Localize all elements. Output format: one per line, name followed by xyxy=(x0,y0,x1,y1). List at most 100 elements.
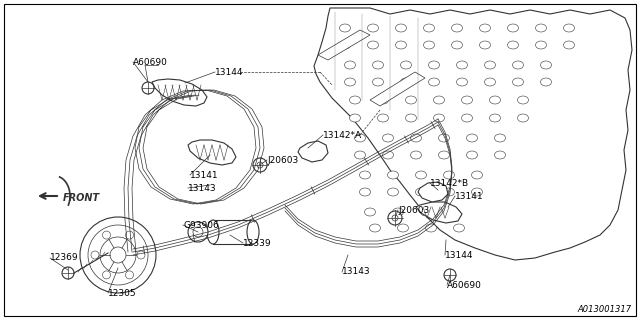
Ellipse shape xyxy=(461,114,472,122)
Bar xyxy=(213,220,253,244)
Ellipse shape xyxy=(513,78,524,86)
Text: 12339: 12339 xyxy=(243,238,271,247)
Ellipse shape xyxy=(433,96,445,104)
Text: 13142*B: 13142*B xyxy=(430,179,469,188)
Ellipse shape xyxy=(461,96,472,104)
Ellipse shape xyxy=(367,24,378,32)
Circle shape xyxy=(102,271,111,279)
Ellipse shape xyxy=(410,151,422,159)
Ellipse shape xyxy=(508,24,518,32)
Ellipse shape xyxy=(415,188,426,196)
Ellipse shape xyxy=(415,171,426,179)
Circle shape xyxy=(142,82,154,94)
Ellipse shape xyxy=(454,224,465,232)
Circle shape xyxy=(100,237,136,273)
Ellipse shape xyxy=(367,41,378,49)
Ellipse shape xyxy=(339,41,351,49)
Ellipse shape xyxy=(472,188,483,196)
Text: A013001317: A013001317 xyxy=(578,305,632,314)
Ellipse shape xyxy=(536,24,547,32)
Polygon shape xyxy=(318,30,370,60)
Text: 13143: 13143 xyxy=(188,183,216,193)
Ellipse shape xyxy=(387,171,399,179)
Ellipse shape xyxy=(349,114,360,122)
Ellipse shape xyxy=(344,78,355,86)
Circle shape xyxy=(193,227,203,237)
Polygon shape xyxy=(314,8,632,260)
Ellipse shape xyxy=(467,134,477,142)
Ellipse shape xyxy=(378,96,388,104)
Text: 13144: 13144 xyxy=(445,251,474,260)
Text: G93906: G93906 xyxy=(183,220,219,229)
Circle shape xyxy=(125,271,134,279)
Ellipse shape xyxy=(508,41,518,49)
Circle shape xyxy=(102,231,111,239)
Polygon shape xyxy=(188,140,236,165)
Ellipse shape xyxy=(349,96,360,104)
Ellipse shape xyxy=(365,208,376,216)
Ellipse shape xyxy=(518,96,529,104)
Circle shape xyxy=(91,251,99,259)
Ellipse shape xyxy=(369,224,381,232)
Ellipse shape xyxy=(372,61,383,69)
Circle shape xyxy=(388,211,402,225)
Ellipse shape xyxy=(438,151,449,159)
Ellipse shape xyxy=(401,78,412,86)
Ellipse shape xyxy=(536,41,547,49)
Ellipse shape xyxy=(495,134,506,142)
Ellipse shape xyxy=(355,134,365,142)
Ellipse shape xyxy=(424,24,435,32)
Text: 13144: 13144 xyxy=(215,68,243,76)
Ellipse shape xyxy=(467,151,477,159)
Ellipse shape xyxy=(472,171,483,179)
Text: 12369: 12369 xyxy=(50,253,79,262)
Ellipse shape xyxy=(484,61,495,69)
Ellipse shape xyxy=(383,151,394,159)
Polygon shape xyxy=(418,182,448,202)
Ellipse shape xyxy=(541,61,552,69)
Ellipse shape xyxy=(406,114,417,122)
Ellipse shape xyxy=(563,41,575,49)
Ellipse shape xyxy=(429,61,440,69)
Ellipse shape xyxy=(424,41,435,49)
Ellipse shape xyxy=(392,208,403,216)
Circle shape xyxy=(62,267,74,279)
Circle shape xyxy=(444,269,456,281)
Ellipse shape xyxy=(444,171,454,179)
Ellipse shape xyxy=(372,78,383,86)
Ellipse shape xyxy=(344,61,355,69)
Ellipse shape xyxy=(247,220,259,244)
Circle shape xyxy=(110,247,126,263)
Ellipse shape xyxy=(401,61,412,69)
Ellipse shape xyxy=(207,220,219,244)
Circle shape xyxy=(188,222,208,242)
Ellipse shape xyxy=(396,24,406,32)
Ellipse shape xyxy=(490,114,500,122)
Ellipse shape xyxy=(484,78,495,86)
Ellipse shape xyxy=(495,151,506,159)
Ellipse shape xyxy=(449,208,460,216)
Ellipse shape xyxy=(433,114,445,122)
Circle shape xyxy=(253,158,267,172)
Ellipse shape xyxy=(360,188,371,196)
Ellipse shape xyxy=(563,24,575,32)
Circle shape xyxy=(125,231,134,239)
Polygon shape xyxy=(370,72,425,106)
Ellipse shape xyxy=(396,41,406,49)
Text: 13141: 13141 xyxy=(455,191,484,201)
Text: 13143: 13143 xyxy=(342,268,371,276)
Ellipse shape xyxy=(479,41,490,49)
Text: J20603: J20603 xyxy=(267,156,298,164)
Ellipse shape xyxy=(378,114,388,122)
Text: FRONT: FRONT xyxy=(63,193,100,203)
Ellipse shape xyxy=(438,134,449,142)
Ellipse shape xyxy=(518,114,529,122)
Circle shape xyxy=(88,225,148,285)
Ellipse shape xyxy=(541,78,552,86)
Text: 12305: 12305 xyxy=(108,289,136,298)
Ellipse shape xyxy=(451,41,463,49)
Text: 13142*A: 13142*A xyxy=(323,131,362,140)
Circle shape xyxy=(257,162,263,168)
Ellipse shape xyxy=(406,96,417,104)
Ellipse shape xyxy=(410,134,422,142)
